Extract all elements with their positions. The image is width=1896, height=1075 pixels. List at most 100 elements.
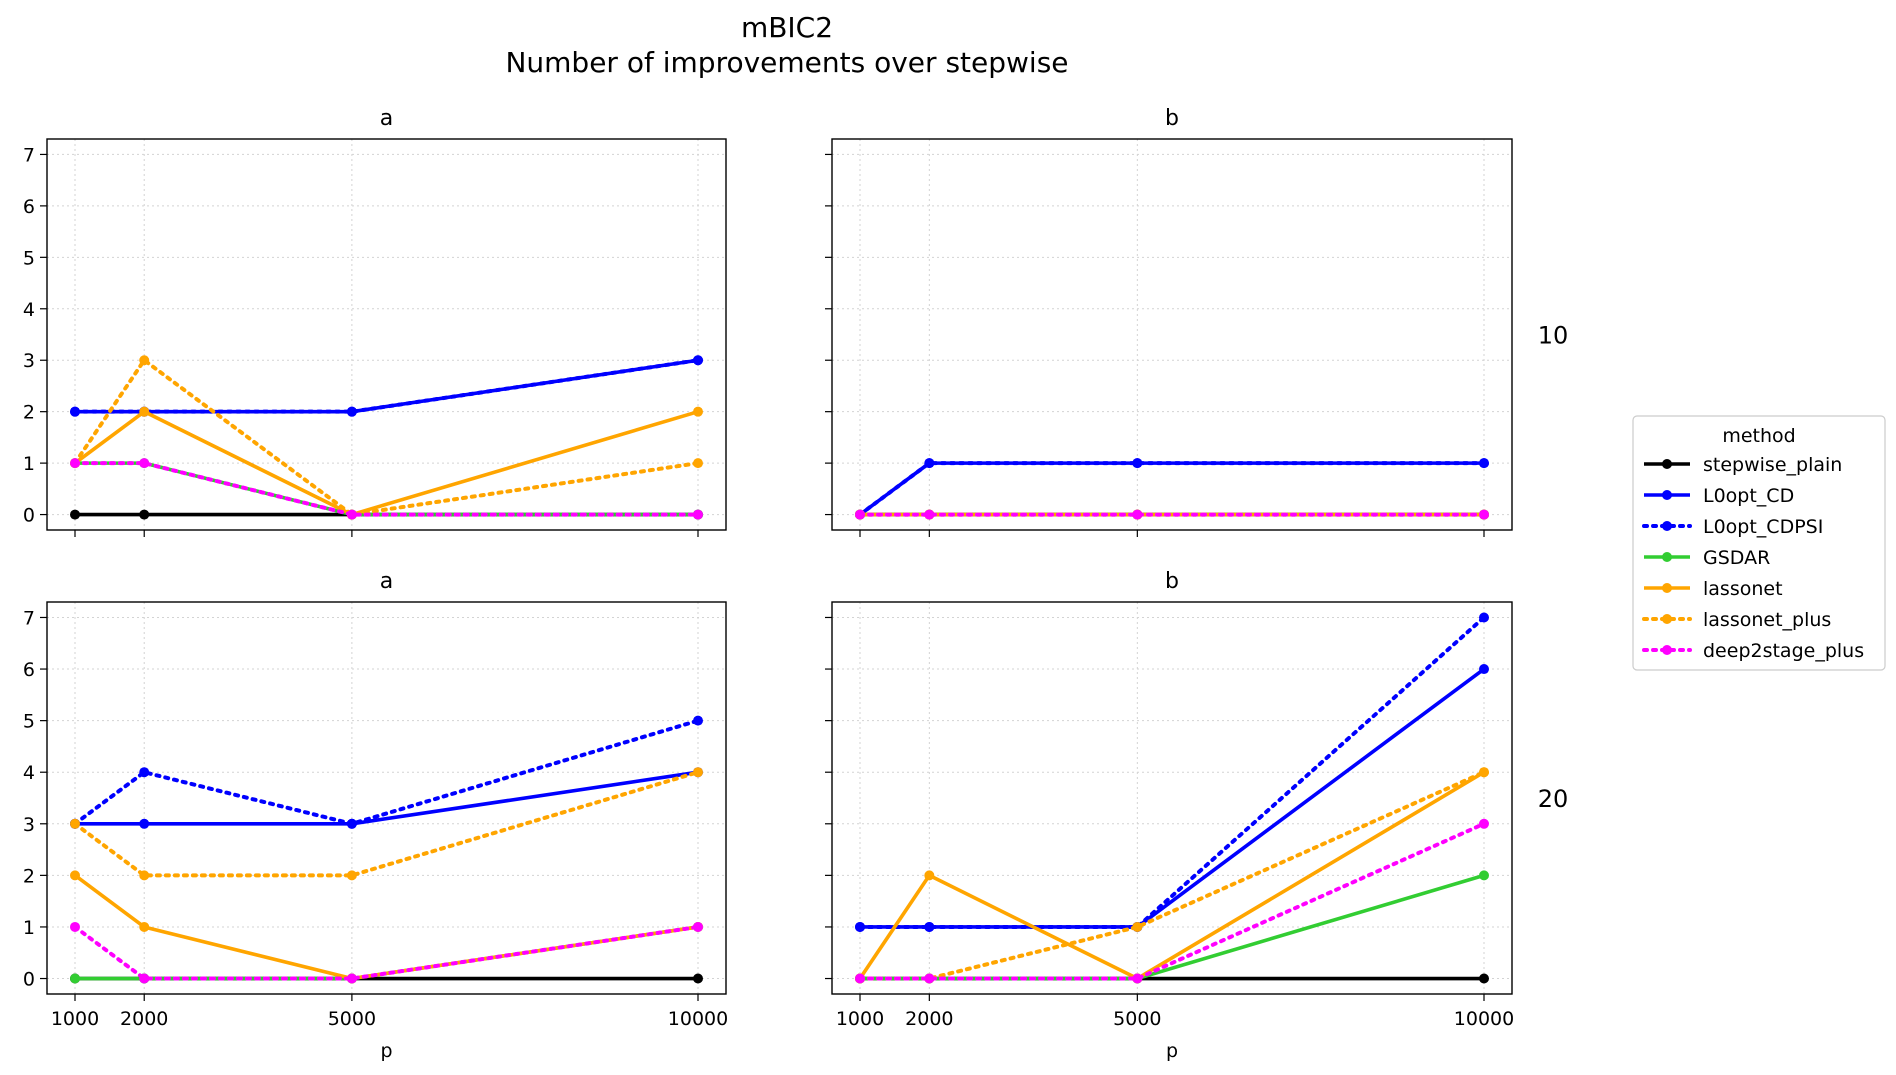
legend-item-deep2stage_plus: deep2stage_plus <box>1642 640 1864 662</box>
x-tick-label: 2000 <box>905 1008 953 1030</box>
y-tick-label: 2 <box>23 865 35 887</box>
series-line-deep2stage_plus <box>73 924 700 981</box>
series-L0opt_CDPSI <box>855 458 1489 520</box>
data-point-lassonet_plus <box>1132 921 1143 932</box>
data-point-deep2stage_plus <box>139 458 150 469</box>
x-tick-label: 5000 <box>328 1008 376 1030</box>
plot-frame <box>46 601 727 995</box>
legend-label-lassonet: lassonet <box>1703 578 1783 600</box>
data-point-L0opt_CDPSI <box>1479 612 1489 623</box>
data-point-stepwise_plain <box>1479 973 1489 984</box>
data-point-deep2stage_plus <box>70 921 80 932</box>
legend-item-stepwise_plain: stepwise_plain <box>1644 454 1842 476</box>
data-point-lassonet_plus <box>693 767 703 778</box>
series-line-lassonet <box>73 409 699 517</box>
y-tick-label: 0 <box>23 969 35 991</box>
y-tick-label: 4 <box>23 762 35 784</box>
legend-items: stepwise_plain L0opt_CD L0opt_CDPSI GSDAR la… <box>1642 454 1864 662</box>
data-point-GSDAR <box>1479 870 1489 881</box>
data-point-lassonet <box>70 870 80 881</box>
legend-item-L0opt_CDPSI: L0opt_CDPSI <box>1642 516 1823 538</box>
series-line-GSDAR <box>75 461 698 517</box>
legend-marker-L0opt_CD <box>1662 490 1672 500</box>
panel-2: b <box>825 106 1513 537</box>
data-point-L0opt_CDPSI <box>1479 458 1489 469</box>
figure-subtitle: Number of improvements over stepwise <box>505 46 1068 79</box>
data-point-deep2stage_plus <box>1479 509 1489 520</box>
series-line-L0opt_CDPSI <box>73 718 700 826</box>
data-point-L0opt_CDPSI <box>139 767 150 778</box>
legend-label-L0opt_CD: L0opt_CD <box>1703 485 1794 507</box>
series-lassonet_plus <box>70 767 703 881</box>
legend-marker-L0opt_CDPSI <box>1662 521 1672 531</box>
data-point-deep2stage_plus <box>346 973 357 984</box>
x-axis-label: p <box>380 1040 392 1062</box>
y-tick-label: 6 <box>23 196 35 218</box>
legend-title: method <box>1722 425 1795 447</box>
data-point-L0opt_CDPSI <box>924 921 935 932</box>
legend-label-lassonet_plus: lassonet_plus <box>1703 609 1831 631</box>
data-point-deep2stage_plus <box>855 973 865 984</box>
data-point-stepwise_plain <box>139 509 150 520</box>
series-line-L0opt_CD <box>75 770 699 826</box>
y-tick-label: 0 <box>23 505 35 527</box>
series-L0opt_CD <box>855 458 1489 520</box>
legend-item-lassonet_plus: lassonet_plus <box>1642 609 1831 631</box>
legend: method stepwise_plain L0opt_CD L0opt_CDPSI… <box>1632 415 1886 671</box>
data-point-deep2stage_plus <box>693 509 703 520</box>
data-point-L0opt_CDPSI <box>924 458 935 469</box>
data-point-stepwise_plain <box>70 509 80 520</box>
data-point-deep2stage_plus <box>924 509 935 520</box>
y-tick-label: 2 <box>23 402 35 424</box>
x-tick-label: 2000 <box>120 1008 168 1030</box>
series-line-deep2stage_plus <box>858 821 1486 981</box>
panel-title: a <box>380 106 393 131</box>
series-line-L0opt_CDPSI <box>858 461 1486 517</box>
data-point-deep2stage_plus <box>1479 818 1489 829</box>
x-tick-label: 10000 <box>1454 1008 1514 1030</box>
data-point-lassonet_plus <box>139 355 150 366</box>
legend-item-lassonet: lassonet <box>1644 578 1783 600</box>
series-line-L0opt_CD <box>858 461 1484 517</box>
panel-title: b <box>1165 106 1179 131</box>
data-point-L0opt_CDPSI <box>70 406 80 417</box>
data-point-L0opt_CDPSI <box>346 818 357 829</box>
data-point-lassonet_plus <box>139 870 150 881</box>
data-point-L0opt_CDPSI <box>693 355 703 366</box>
data-point-lassonet <box>924 870 935 881</box>
plot-frame <box>46 138 727 531</box>
series-deep2stage_plus <box>855 509 1489 520</box>
x-tick-label: 1000 <box>836 1008 884 1030</box>
data-point-L0opt_CDPSI <box>1132 458 1143 469</box>
series-deep2stage_plus <box>70 458 703 520</box>
y-tick-label: 5 <box>23 711 35 733</box>
data-point-lassonet <box>139 921 150 932</box>
row-label: 20 <box>1538 785 1569 813</box>
y-tick-label: 6 <box>23 659 35 681</box>
data-point-L0opt_CDPSI <box>855 921 865 932</box>
data-point-deep2stage_plus <box>855 509 865 520</box>
series-line-L0opt_CDPSI <box>73 358 700 414</box>
data-point-deep2stage_plus <box>1132 973 1143 984</box>
legend-marker-deep2stage_plus <box>1662 645 1672 655</box>
data-point-GSDAR <box>70 973 80 984</box>
data-point-deep2stage_plus <box>346 509 357 520</box>
series-deep2stage_plus <box>855 818 1489 984</box>
panel-title: a <box>380 569 393 594</box>
data-point-deep2stage_plus <box>693 921 703 932</box>
panel-title: b <box>1165 569 1179 594</box>
y-tick-label: 1 <box>23 917 35 939</box>
panels: 0 1 2 3 4 5 6 7 a 10 b 0 1 2 3 4 5 6 7 1000 2000 5000 10000 a p 2… <box>23 106 1568 1062</box>
plot-frame <box>831 138 1513 531</box>
legend-item-L0opt_CD: L0opt_CD <box>1644 485 1794 507</box>
legend-marker-stepwise_plain <box>1662 459 1672 469</box>
series-line-lassonet_plus <box>73 770 700 878</box>
legend-marker-lassonet <box>1662 583 1672 593</box>
y-tick-label: 1 <box>23 453 35 475</box>
legend-item-GSDAR: GSDAR <box>1644 547 1770 569</box>
data-point-lassonet_plus <box>693 458 703 469</box>
legend-marker-lassonet_plus <box>1662 614 1672 624</box>
legend-label-GSDAR: GSDAR <box>1703 547 1770 569</box>
data-point-lassonet_plus <box>70 818 80 829</box>
data-point-L0opt_CD <box>1479 664 1489 675</box>
